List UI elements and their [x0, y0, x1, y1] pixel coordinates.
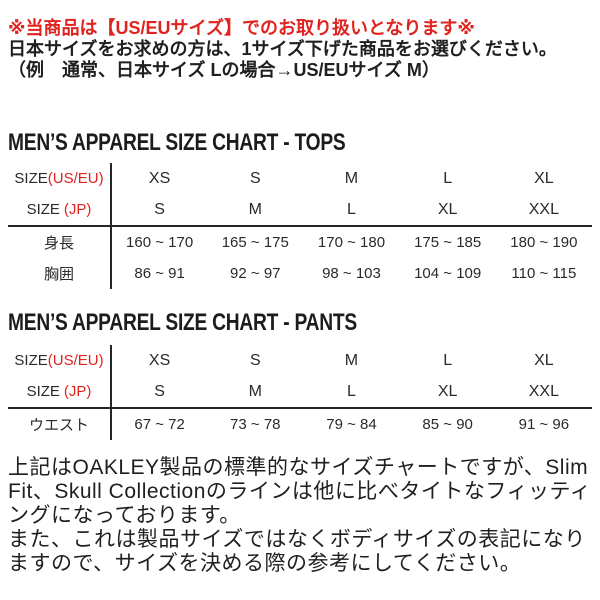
cell-height-1: 160 ~ 170 [126, 234, 194, 251]
cell-useu-s: S [249, 169, 261, 187]
notice-block: ※当商品は【US/EUサイズ】でのお取り扱いとなります※ 日本サイズをお求めの方… [8, 18, 594, 81]
cell-height-3: 170 ~ 180 [317, 234, 386, 251]
row-label-suffix: (JP) [63, 383, 92, 400]
cell-height-2: 165 ~ 175 [221, 234, 289, 251]
row-label-text: SIZE [14, 352, 48, 369]
row-label-size-jp: SIZE (JP) [8, 376, 112, 409]
footer-paragraph-bodysize: また、これは製品サイズではなくボディサイズの表記になりますので、サイズを決める際… [8, 528, 586, 575]
cell-chest-1: 86 ~ 91 [134, 265, 185, 282]
cell-jp-l: L [303, 376, 400, 409]
row-label-size-useu: SIZE(US/EU) [8, 163, 112, 194]
cell-useu-xs: XS [148, 351, 171, 369]
notice-line-example: （例 通常、日本サイズ Lの場合→US/EUサイズ M） [8, 60, 440, 80]
cell-waist-3: 79 ~ 84 [326, 416, 377, 433]
cell-useu-m: M [344, 351, 359, 369]
cell-jp-xl: XL [399, 194, 496, 227]
row-label-suffix: (US/EU) [47, 170, 104, 187]
footer-note: 上記はOAKLEY製品の標準的なサイズチャートですが、Slim Fit、Skul… [8, 456, 594, 576]
cell-waist-2: 73 ~ 78 [230, 416, 281, 433]
notice-line-useu: ※当商品は【US/EUサイズ】でのお取り扱いとなります※ [8, 18, 475, 38]
cell-jp-m: M [207, 194, 304, 227]
row-label-chest: 胸囲 [8, 258, 112, 289]
cell-height-5: 180 ~ 190 [510, 234, 578, 251]
pants-row-size-jp: SIZE (JP) S M L XL XXL [8, 376, 592, 409]
pants-section-title: MEN’S APPAREL SIZE CHART - PANTS [8, 309, 357, 336]
cell-waist-5: 91 ~ 96 [518, 416, 570, 433]
cell-useu-l: L [443, 169, 453, 187]
row-label-suffix: (US/EU) [47, 352, 104, 369]
cell-useu-xl: XL [534, 169, 554, 187]
cell-waist-1: 67 ~ 72 [134, 416, 185, 433]
cell-jp-xxl: XXL [495, 194, 592, 227]
cell-jp-xl: XL [399, 376, 496, 409]
pants-size-table: SIZE(US/EU) XS S M L XL SIZE (JP) S M L X… [8, 345, 592, 440]
notice-line-jp-size: 日本サイズをお求めの方は、1サイズ下げた商品をお選びください。 [8, 39, 557, 59]
cell-jp-l: L [303, 194, 400, 227]
cell-useu-l: L [443, 351, 453, 369]
cell-jp-xxl: XXL [495, 376, 592, 409]
row-label-suffix: (JP) [63, 201, 92, 218]
cell-useu-xl: XL [534, 351, 554, 369]
row-label-size-jp: SIZE (JP) [8, 194, 112, 227]
cell-chest-3: 98 ~ 103 [322, 265, 381, 282]
tops-size-table: SIZE(US/EU) XS S M L XL SIZE (JP) S M L X… [8, 163, 592, 289]
cell-useu-xs: XS [148, 169, 171, 187]
cell-waist-4: 85 ~ 90 [422, 416, 473, 433]
cell-chest-4: 104 ~ 109 [414, 265, 482, 282]
cell-jp-s: S [111, 194, 208, 227]
cell-chest-5: 110 ~ 115 [511, 265, 577, 282]
tops-row-size-jp: SIZE (JP) S M L XL XXL [8, 194, 592, 227]
cell-useu-m: M [344, 169, 359, 187]
row-label-height: 身長 [8, 226, 112, 258]
row-label-text: SIZE [14, 170, 48, 187]
cell-useu-s: S [249, 351, 261, 369]
cell-height-4: 175 ~ 185 [414, 234, 482, 251]
tops-row-height: 身長 160 ~ 170 165 ~ 175 170 ~ 180 175 ~ 1… [8, 226, 592, 258]
cell-jp-s: S [111, 376, 208, 409]
tops-row-size-useu: SIZE(US/EU) XS S M L XL [8, 163, 592, 194]
cell-chest-2: 92 ~ 97 [230, 265, 281, 282]
pants-row-waist: ウエスト 67 ~ 72 73 ~ 78 79 ~ 84 85 ~ 90 91 … [8, 408, 592, 440]
tops-row-chest: 胸囲 86 ~ 91 92 ~ 97 98 ~ 103 104 ~ 109 11… [8, 258, 592, 289]
tops-section-title: MEN’S APPAREL SIZE CHART - TOPS [8, 129, 346, 156]
cell-jp-m: M [207, 376, 304, 409]
row-label-text: SIZE [26, 201, 60, 218]
row-label-text: SIZE [26, 383, 60, 400]
pants-row-size-useu: SIZE(US/EU) XS S M L XL [8, 345, 592, 376]
row-label-waist: ウエスト [8, 408, 112, 440]
footer-paragraph-fit: 上記はOAKLEY製品の標準的なサイズチャートですが、Slim Fit、Skul… [8, 456, 592, 527]
row-label-size-useu: SIZE(US/EU) [8, 345, 112, 376]
